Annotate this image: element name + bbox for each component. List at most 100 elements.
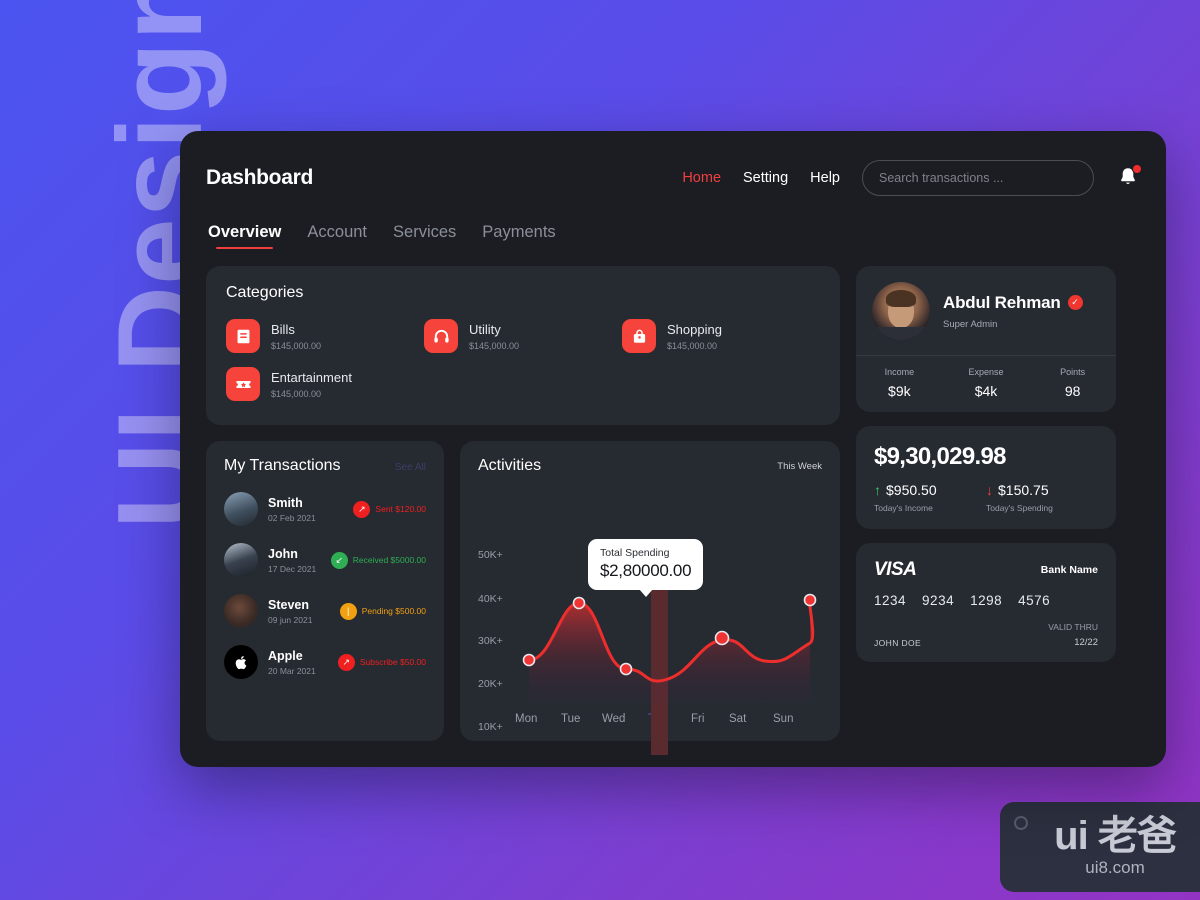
category-item-utility[interactable]: Utility $145,000.00 — [424, 319, 622, 353]
balance-card: $9,30,029.98 ↑ $950.50 Today's Income ↓ … — [856, 426, 1116, 529]
tab-overview[interactable]: Overview — [208, 223, 281, 249]
x-tick-wed: Wed — [602, 713, 626, 725]
transaction-name: John — [268, 546, 298, 561]
bank-card-top: VISA Bank Name — [874, 559, 1098, 581]
category-item-entertainment[interactable]: Entartainment $145,000.00 — [226, 367, 424, 401]
category-name: Bills — [271, 321, 295, 337]
range-label[interactable]: This Week — [777, 460, 822, 472]
activities-header: Activities This Week — [478, 457, 822, 475]
profile-info: Abdul Rehman ✓ Super Admin — [943, 293, 1083, 330]
transaction-date: 17 Dec 2021 — [268, 563, 317, 574]
income-caption: Today's Income — [874, 503, 933, 513]
todays-spending: ↓ $150.75 Today's Spending — [986, 482, 1098, 513]
apple-icon — [235, 655, 246, 669]
tab-account[interactable]: Account — [307, 223, 368, 241]
notification-bell-button[interactable] — [1116, 164, 1142, 191]
pending-icon: | — [339, 602, 357, 620]
header-right: Home Setting Help — [682, 160, 1142, 196]
nav-link-setting[interactable]: Setting — [743, 170, 789, 186]
valid-thru-label: VALID THRU — [1048, 622, 1098, 632]
app-header: Dashboard Home Setting Help — [206, 157, 1142, 199]
profile-role: Super Admin — [943, 318, 998, 330]
y-tick-10k: 10K+ — [478, 721, 503, 733]
card-digit-group: 4576 — [1018, 593, 1051, 608]
transaction-name: Smith — [268, 495, 303, 510]
tooltip-value: $2,80000.00 — [600, 561, 692, 580]
avatar — [224, 645, 258, 679]
avatar — [224, 594, 258, 628]
tab-payments[interactable]: Payments — [482, 223, 556, 241]
avatar[interactable] — [872, 282, 930, 340]
content-area: Categories Bills $145,000.00 — [206, 266, 1140, 755]
search-box[interactable] — [862, 160, 1094, 196]
card-expiry: 12/22 — [1074, 637, 1098, 648]
profile-top: Abdul Rehman ✓ Super Admin — [856, 266, 1116, 355]
y-tick-30k: 30K+ — [478, 635, 503, 647]
activities-card: Activities This Week 50K+ 40K+ 30K+ 20K+… — [460, 441, 840, 755]
tab-services[interactable]: Services — [393, 223, 457, 241]
profile-name: Abdul Rehman — [943, 292, 1061, 312]
arrow-up-right-icon: ↗ — [353, 500, 371, 518]
categories-card: Categories Bills $145,000.00 — [206, 266, 840, 425]
tooltip-label: Total Spending — [600, 547, 670, 559]
y-tick-20k: 20K+ — [478, 678, 503, 690]
stat-label: Points — [1060, 367, 1086, 377]
left-column: Categories Bills $145,000.00 — [206, 266, 840, 755]
transaction-name: Steven — [268, 597, 309, 612]
category-amount: $145,000.00 — [667, 341, 718, 352]
categories-title: Categories — [226, 284, 304, 301]
nav-link-home[interactable]: Home — [682, 170, 722, 186]
profile-name-row: Abdul Rehman ✓ — [943, 293, 1083, 313]
nav-link-help[interactable]: Help — [810, 170, 840, 186]
document-icon — [226, 319, 260, 353]
right-column: Abdul Rehman ✓ Super Admin Income $9k Ex… — [856, 266, 1116, 741]
bell-icon — [1121, 168, 1135, 184]
card-digit-group: 1234 — [874, 593, 907, 608]
table-row[interactable]: Apple 20 Mar 2021 ↗ Subscribe $50.00 — [224, 645, 426, 679]
ui8-watermark-badge: ui 老爸 ui8.com — [1000, 802, 1200, 892]
circle-icon — [1014, 816, 1028, 830]
table-row[interactable]: Steven 09 jun 2021 | Pending $500.00 — [224, 594, 426, 628]
highlight-bar-thu — [651, 569, 668, 755]
spending-value: $150.75 — [998, 482, 1049, 498]
category-amount: $145,000.00 — [469, 341, 520, 352]
stat-value: $4k — [974, 383, 998, 399]
category-item-shopping[interactable]: Shopping $145,000.00 — [622, 319, 820, 353]
card-holder-name: JOHN DOE — [874, 637, 922, 648]
stat-points: Points 98 — [1029, 367, 1116, 399]
verified-check-icon: ✓ — [1067, 295, 1083, 310]
card-digit-group: 9234 — [922, 593, 955, 608]
balance-sub: ↑ $950.50 Today's Income ↓ $150.75 Today… — [874, 482, 1098, 513]
table-row[interactable]: Smith 02 Feb 2021 ↗ Sent $120.00 — [224, 492, 426, 526]
stat-income: Income $9k — [856, 367, 943, 399]
table-row[interactable]: John 17 Dec 2021 ↙ Received $5000.00 — [224, 543, 426, 577]
card-number: 1234 9234 1298 4576 — [874, 593, 1098, 608]
search-input[interactable] — [879, 171, 1077, 185]
category-amount: $145,000.00 — [271, 389, 322, 400]
transaction-status: Received $5000.00 — [352, 555, 426, 565]
arrow-up-right-icon: ↗ — [337, 653, 355, 671]
y-tick-50k: 50K+ — [478, 549, 503, 561]
watermark-main: ui 老爸 — [1054, 814, 1177, 858]
spending-caption: Today's Spending — [986, 503, 1053, 513]
category-amount: $145,000.00 — [271, 341, 322, 352]
transaction-status: Subscribe $50.00 — [359, 657, 426, 667]
category-item-bills[interactable]: Bills $145,000.00 — [226, 319, 424, 353]
profile-stats: Income $9k Expense $4k Points 98 — [856, 355, 1116, 412]
bank-card[interactable]: VISA Bank Name 1234 9234 1298 4576 VALID… — [856, 543, 1116, 662]
x-tick-tue: Tue — [561, 713, 581, 725]
y-tick-40k: 40K+ — [478, 593, 503, 605]
todays-income: ↑ $950.50 Today's Income — [874, 482, 986, 513]
dashboard-window: Dashboard Home Setting Help Overview Acc… — [180, 131, 1166, 767]
page-title: Dashboard — [206, 166, 313, 189]
stat-value: $9k — [888, 383, 911, 399]
x-tick-sun: Sun — [773, 713, 794, 725]
avatar — [224, 543, 258, 577]
watermark-sub: ui8.com — [1085, 858, 1145, 877]
chart-tooltip: Total Spending $2,80000.00 — [588, 539, 704, 597]
transaction-date: 20 Mar 2021 — [268, 665, 316, 676]
profile-card: Abdul Rehman ✓ Super Admin Income $9k Ex… — [856, 266, 1116, 412]
see-all-link[interactable]: See All — [394, 462, 426, 473]
stat-value: 98 — [1064, 383, 1081, 399]
bank-name: Bank Name — [1040, 564, 1098, 576]
